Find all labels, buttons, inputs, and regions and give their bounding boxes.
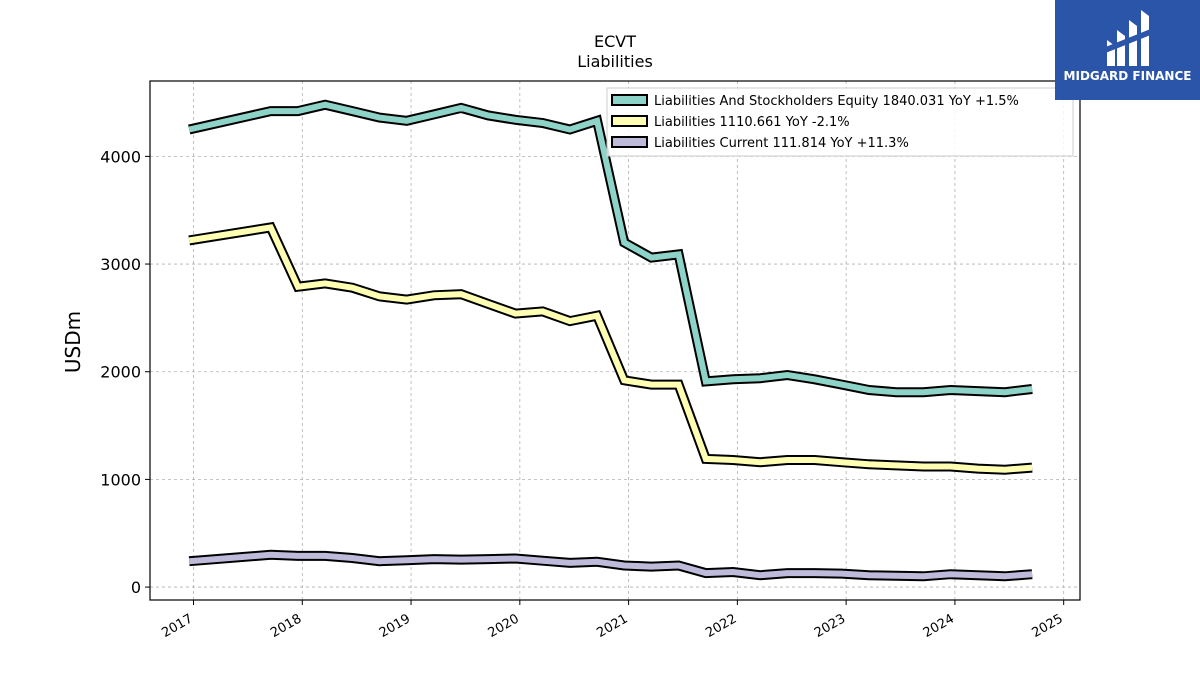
y-tick-label: 4000 (100, 147, 141, 166)
y-tick-label: 2000 (100, 363, 141, 382)
legend-box (606, 87, 1074, 157)
legend-label: Liabilities Current 111.814 YoY +11.3% (654, 136, 909, 151)
x-tick-label: 2022 (703, 611, 739, 641)
x-tick-label: 2017 (159, 611, 195, 641)
x-tick-label: 2024 (921, 611, 957, 641)
legend-swatch (611, 136, 648, 148)
y-tick-label: 0 (131, 578, 141, 597)
series-line (188, 224, 1033, 473)
legend-label: Liabilities 1110.661 YoY -2.1% (654, 115, 850, 130)
series-line (188, 551, 1033, 580)
grid (150, 81, 1080, 600)
y-axis-label: USDm (61, 311, 85, 373)
x-tick-label: 2019 (377, 611, 413, 641)
y-tick-label: 1000 (100, 470, 141, 489)
x-tick-label: 2023 (812, 611, 848, 641)
x-tick-label: 2018 (268, 611, 304, 641)
logo-text: MIDGARD FINANCE (1063, 69, 1192, 83)
series-1 (188, 221, 1033, 475)
chart-subtitle: Liabilities (577, 52, 653, 71)
series-2 (188, 549, 1033, 582)
legend-swatch (611, 115, 648, 127)
chart-title: ECVT (594, 32, 636, 51)
x-tick-label: 2025 (1030, 611, 1066, 641)
series-0 (188, 99, 1033, 398)
logo-mark-icon (1103, 10, 1153, 66)
series-line (188, 101, 1033, 396)
series-layer (188, 99, 1033, 582)
legend-label: Liabilities And Stockholders Equity 1840… (654, 94, 1019, 109)
y-tick-label: 3000 (100, 255, 141, 274)
x-tick-label: 2020 (486, 611, 522, 641)
plot-frame (149, 80, 1081, 601)
midgard-finance-logo: MIDGARD FINANCE (1055, 0, 1200, 100)
legend-swatch (611, 94, 648, 106)
legend: Liabilities And Stockholders Equity 1840… (606, 87, 1074, 157)
x-tick-label: 2021 (594, 611, 630, 641)
